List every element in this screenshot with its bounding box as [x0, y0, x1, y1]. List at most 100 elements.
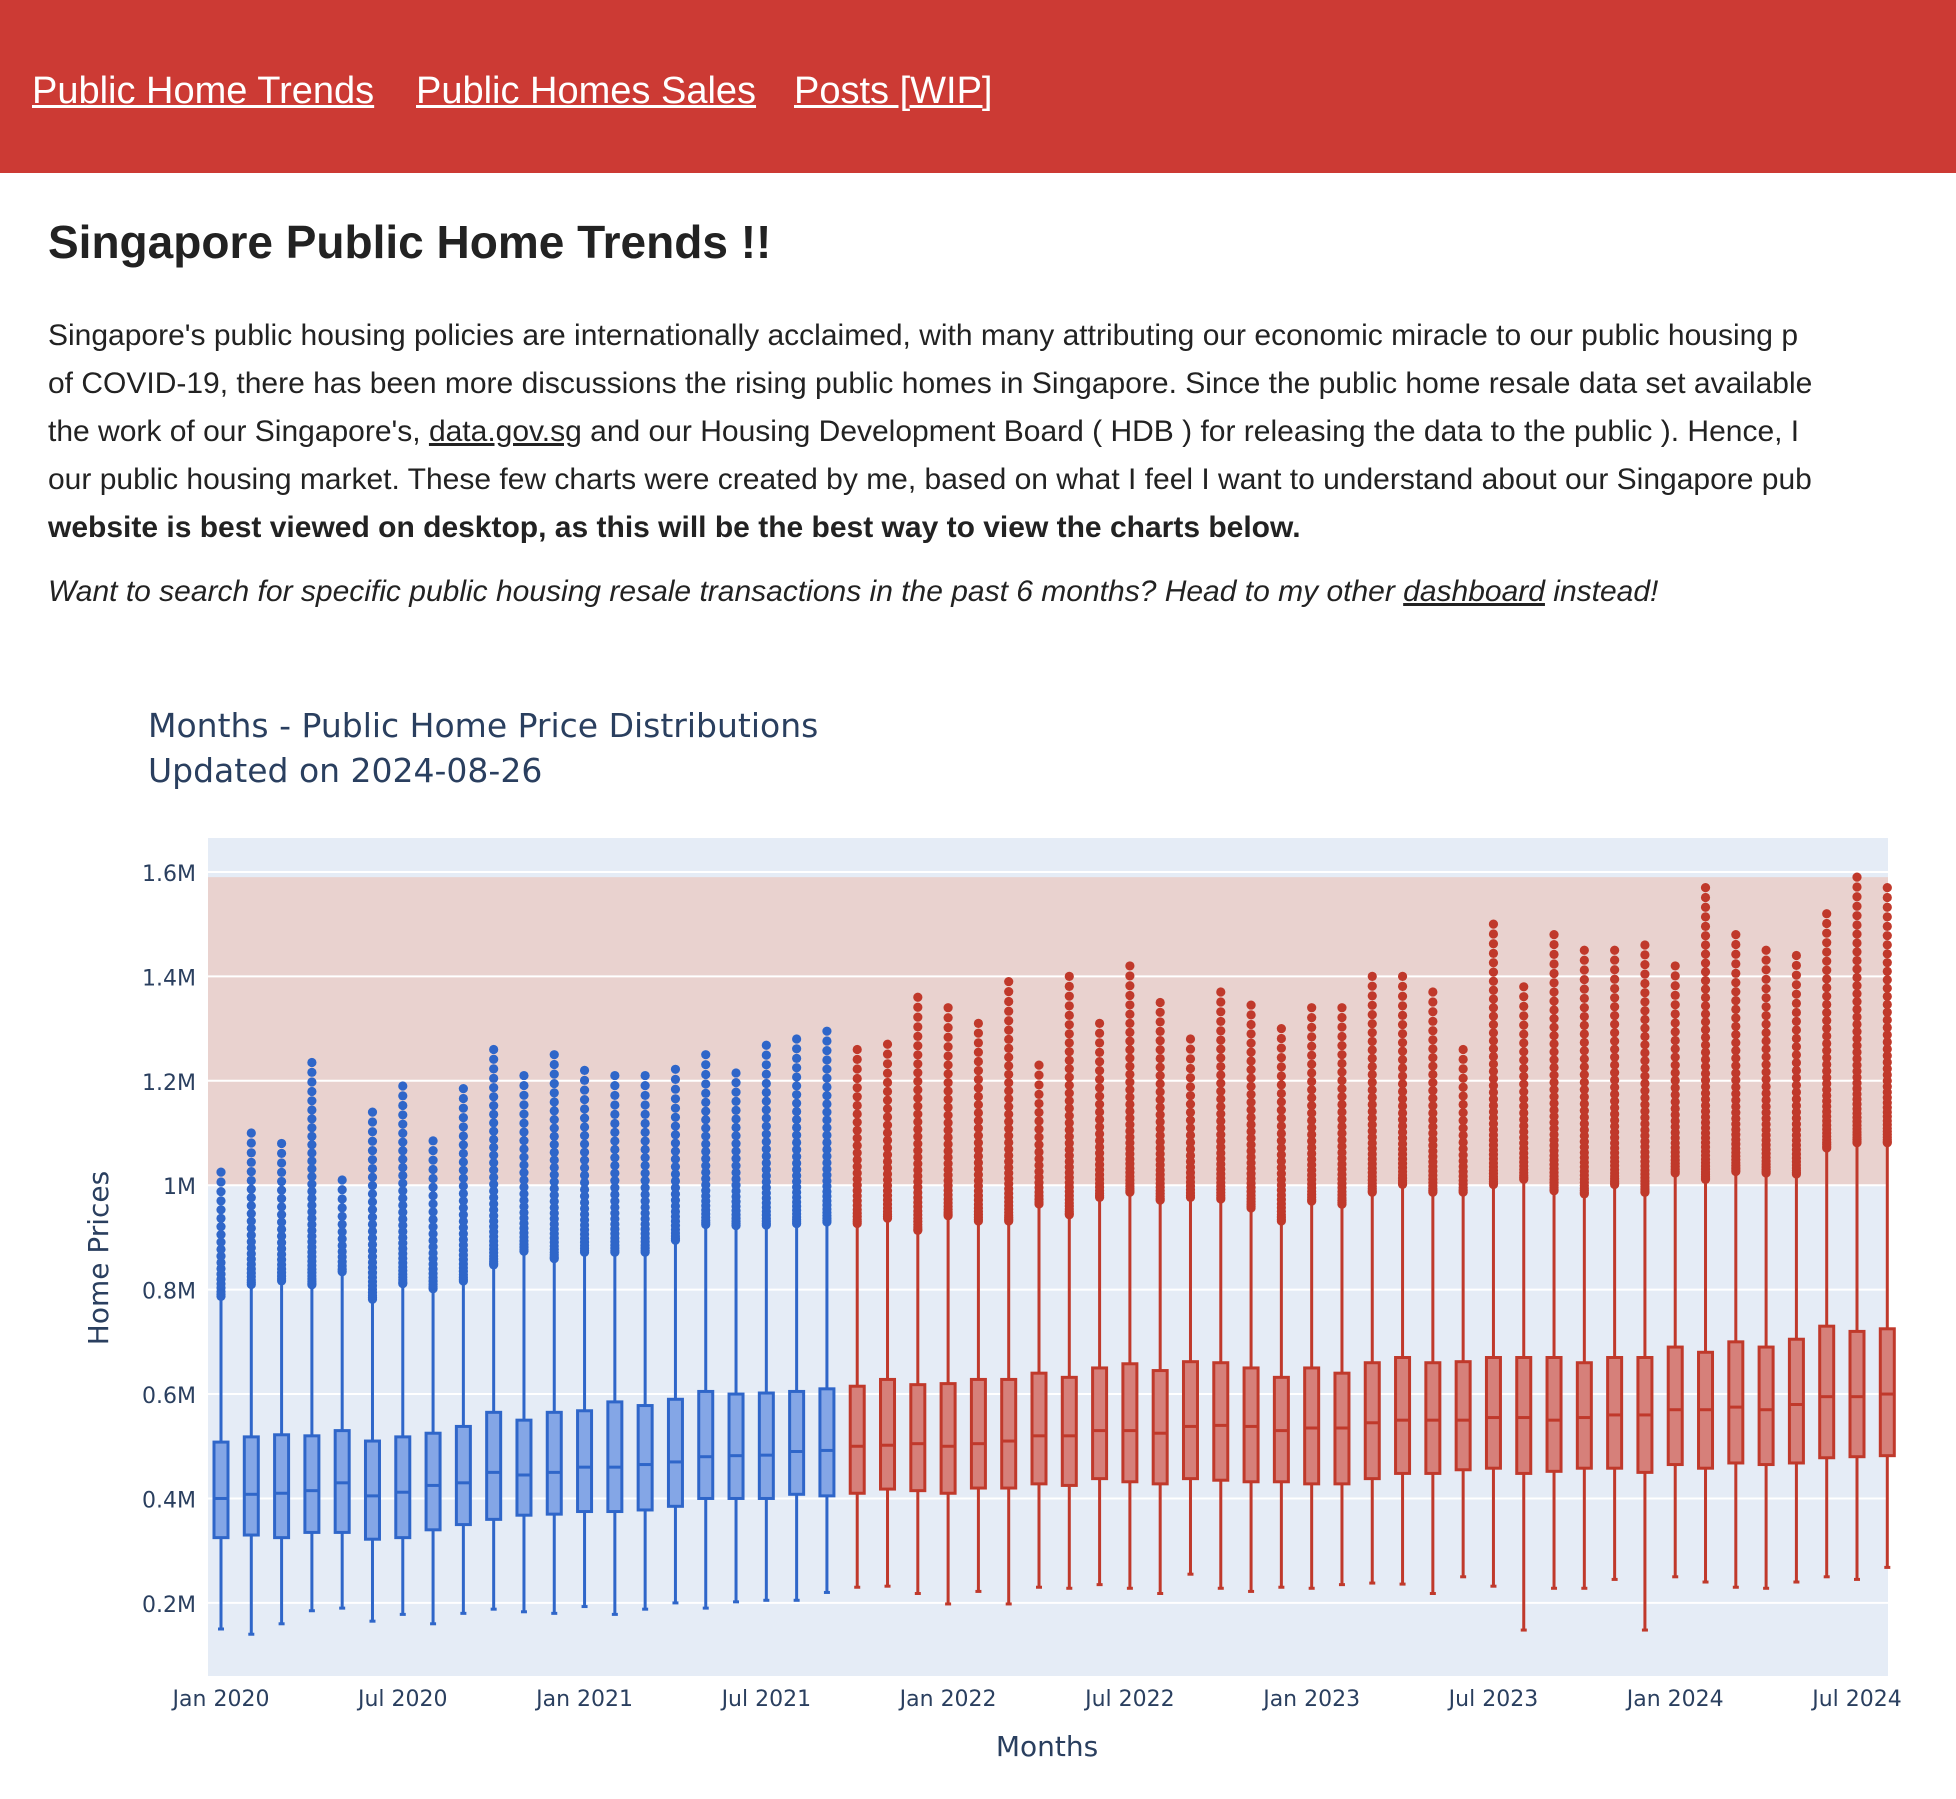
outlier-point: [428, 1222, 438, 1232]
outlier-point: [1276, 1136, 1286, 1146]
outlier-point: [640, 1160, 650, 1171]
outlier-point: [913, 1041, 923, 1051]
outlier-point: [943, 1042, 953, 1052]
box-2020-08: [424, 1136, 442, 1626]
outlier-point: [1488, 1066, 1499, 1076]
data-gov-link[interactable]: data.gov.sg: [428, 415, 582, 449]
box-iqr: [666, 1397, 684, 1508]
outlier-point: [1852, 929, 1862, 939]
outlier-point: [1519, 1029, 1529, 1039]
outlier-point: [1761, 1011, 1771, 1021]
outlier-point: [701, 1123, 711, 1133]
dashboard-link[interactable]: dashboard: [1403, 575, 1545, 609]
outlier-point: [1610, 1109, 1620, 1119]
outlier-point: [428, 1199, 438, 1209]
outlier-point: [1185, 1099, 1196, 1109]
outlier-point: [1700, 940, 1711, 950]
outlier-point: [1337, 1067, 1347, 1077]
box-2023-04: [1394, 971, 1412, 1586]
outlier-point: [367, 1226, 378, 1236]
outlier-point: [1761, 955, 1771, 965]
outlier-point: [670, 1074, 681, 1084]
outlier-point: [973, 1123, 984, 1133]
outlier-point: [1579, 1070, 1589, 1080]
outlier-point: [1004, 1052, 1014, 1062]
outlier-point: [1822, 938, 1832, 948]
outlier-point: [246, 1230, 256, 1240]
outlier-point: [1397, 1094, 1408, 1104]
outlier-point: [943, 1132, 953, 1142]
outlier-point: [458, 1203, 468, 1213]
outlier-point: [1488, 1044, 1499, 1054]
outlier-point: [1367, 1028, 1377, 1038]
outlier-point: [1276, 1143, 1286, 1153]
outlier-point: [1640, 1099, 1650, 1110]
outlier-point: [1216, 1129, 1226, 1140]
outlier-point: [1882, 999, 1892, 1010]
outlier-point: [1367, 1085, 1377, 1095]
outlier-point: [1731, 1053, 1741, 1063]
outlier-point: [398, 1220, 408, 1230]
nav-link-public-home-trends[interactable]: Public Home Trends: [32, 70, 375, 112]
outlier-point: [1004, 1131, 1014, 1141]
outlier-point: [1882, 883, 1892, 893]
outlier-point: [1185, 1107, 1196, 1117]
outlier-point: [1337, 1107, 1347, 1117]
outlier-point: [761, 1158, 771, 1168]
outlier-point: [367, 1181, 378, 1191]
outlier-point: [1700, 1032, 1711, 1043]
outlier-point: [1428, 1128, 1438, 1138]
outlier-point: [1731, 1030, 1741, 1040]
outlier-point: [458, 1165, 468, 1175]
outlier-point: [1004, 1034, 1014, 1044]
outlier-point: [1579, 1002, 1589, 1013]
outlier-point: [1155, 997, 1165, 1008]
outlier-point: [307, 1156, 317, 1166]
outlier-point: [1882, 921, 1892, 931]
outlier-point: [1064, 1138, 1074, 1148]
y-tick-label: 1.4M: [142, 966, 196, 991]
outlier-point: [1094, 1091, 1105, 1101]
outlier-point: [1882, 949, 1892, 959]
outlier-point: [731, 1146, 741, 1156]
outlier-point: [1761, 974, 1771, 984]
outlier-point: [822, 1026, 832, 1036]
outlier-point: [1519, 1079, 1529, 1089]
outlier-point: [398, 1170, 408, 1181]
outlier-point: [1397, 991, 1408, 1001]
nav-link-posts[interactable]: Posts [WIP]: [794, 70, 993, 112]
outlier-point: [246, 1175, 256, 1186]
outlier-point: [458, 1122, 468, 1132]
search-note: Want to search for specific public housi…: [48, 568, 1956, 616]
outlier-point: [1610, 974, 1620, 984]
outlier-point: [1700, 921, 1711, 931]
outlier-point: [489, 1054, 499, 1064]
box-iqr: [1484, 1356, 1502, 1470]
box-series: [212, 872, 1896, 1636]
outlier-point: [822, 1130, 832, 1140]
outlier-point: [337, 1185, 347, 1195]
outlier-point: [1246, 1000, 1256, 1010]
outlier-point: [1004, 1124, 1014, 1134]
outlier-point: [1094, 1056, 1105, 1067]
nav-link-public-homes-sales[interactable]: Public Homes Sales: [416, 70, 757, 112]
outlier-point: [882, 1163, 893, 1173]
outlier-point: [943, 1125, 953, 1135]
outlier-point: [1852, 1034, 1862, 1044]
outlier-point: [1670, 1110, 1680, 1120]
box-2022-08: [1151, 997, 1169, 1596]
outlier-point: [822, 1144, 832, 1155]
box-2020-11: [515, 1070, 533, 1614]
box-iqr: [1303, 1366, 1321, 1486]
outlier-point: [1882, 1057, 1892, 1067]
outlier-point: [1216, 1078, 1226, 1088]
outlier-point: [1155, 1137, 1165, 1147]
outlier-point: [610, 1070, 620, 1081]
outlier-point: [1185, 1115, 1196, 1125]
outlier-point: [1064, 1103, 1074, 1114]
outlier-point: [1822, 918, 1832, 929]
outlier-point: [1670, 1068, 1680, 1078]
outlier-point: [458, 1196, 468, 1206]
outlier-point: [1367, 1099, 1377, 1110]
outlier-point: [913, 1050, 923, 1060]
